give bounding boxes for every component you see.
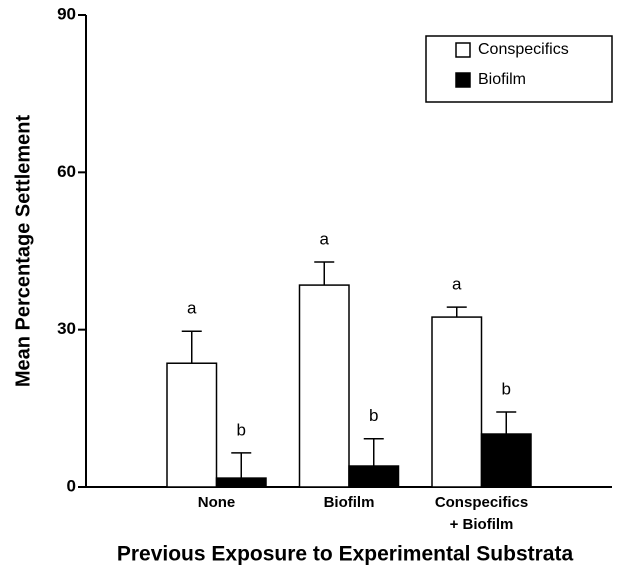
x-tick-label: Conspecifics + Biofilm xyxy=(434,494,529,533)
legend-swatch xyxy=(455,42,471,58)
significance-letter: b xyxy=(237,420,246,439)
y-tick-label: 90 xyxy=(57,4,76,23)
significance-letter: a xyxy=(320,229,330,248)
significance-letter: b xyxy=(369,406,378,425)
bar xyxy=(215,477,267,488)
significance-letter: a xyxy=(187,299,197,318)
bar xyxy=(348,465,400,488)
legend-swatch xyxy=(455,72,471,88)
y-tick-label: 30 xyxy=(57,319,76,338)
y-axis-label: Mean Percentage Settlement xyxy=(12,115,34,388)
x-axis-label: Previous Exposure to Experimental Substr… xyxy=(117,543,574,566)
legend-label: Biofilm xyxy=(478,71,526,88)
y-tick-label: 60 xyxy=(57,162,76,181)
bar xyxy=(166,362,218,488)
legend-label: Conspecifics xyxy=(478,41,569,58)
x-tick-label: None xyxy=(197,494,236,511)
bar xyxy=(431,316,483,488)
bar xyxy=(480,433,532,488)
significance-letter: b xyxy=(502,379,511,398)
bar xyxy=(298,284,350,488)
x-tick-label: Biofilm xyxy=(323,494,375,511)
significance-letter: a xyxy=(452,275,462,294)
y-tick-label: 0 xyxy=(67,476,76,495)
